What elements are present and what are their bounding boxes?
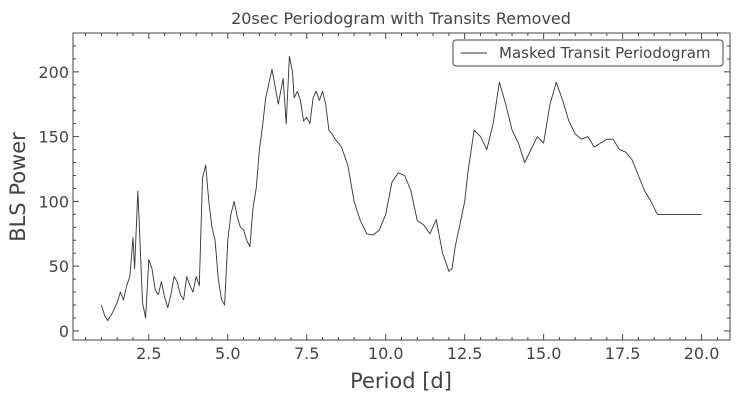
x-tick-label: 2.5 xyxy=(136,344,161,363)
plot-frame xyxy=(72,32,731,341)
x-tick-label: 10.0 xyxy=(368,344,404,363)
legend: Masked Transit Periodogram xyxy=(452,39,724,67)
series-line-masked-transit-periodogram xyxy=(100,55,702,322)
y-tick-label: 50 xyxy=(49,257,69,276)
x-tick-label: 12.5 xyxy=(447,344,483,363)
x-tick-label: 17.5 xyxy=(605,344,641,363)
y-tick-label: 100 xyxy=(38,192,69,211)
y-tick-label: 150 xyxy=(38,128,69,147)
x-tick-label: 20.0 xyxy=(684,344,720,363)
x-tick-label: 7.5 xyxy=(294,344,319,363)
legend-box xyxy=(452,39,724,67)
x-axis: 2.5 5.0 7.5 10.0 12.5 15.0 17.5 20.0 xyxy=(85,33,720,363)
x-tick-label: 15.0 xyxy=(526,344,562,363)
y-tick-label: 0 xyxy=(59,322,69,341)
legend-label: Masked Transit Periodogram xyxy=(499,44,711,62)
y-axis-label: BLS Power xyxy=(6,132,30,242)
y-axis: 0 50 100 150 200 xyxy=(38,45,730,341)
x-axis-label: Period [d] xyxy=(350,369,452,393)
x-tick-label: 5.0 xyxy=(215,344,240,363)
chart-title: 20sec Periodogram with Transits Removed xyxy=(231,9,571,28)
y-tick-label: 200 xyxy=(38,63,69,82)
